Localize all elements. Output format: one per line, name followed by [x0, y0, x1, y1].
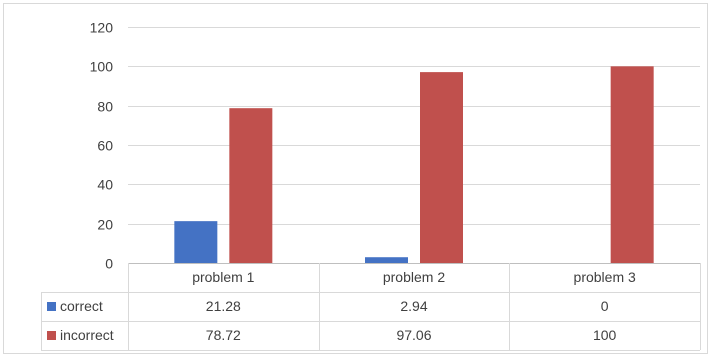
- gridlines: [128, 27, 700, 225]
- table-value: 97.06: [396, 327, 431, 343]
- category-label: problem 2: [383, 269, 445, 285]
- bar-incorrect-3: [610, 66, 654, 263]
- y-tick-label: 40: [97, 177, 113, 193]
- y-tick-label: 80: [97, 99, 113, 115]
- legend-swatch-incorrect: [47, 331, 56, 340]
- y-tick-label: 0: [105, 256, 113, 272]
- y-axis-ticks: 0 20 40 60 80 100 120: [90, 20, 114, 272]
- y-tick-label: 20: [97, 217, 113, 233]
- bar-incorrect-2: [420, 72, 463, 264]
- table-value: 21.28: [206, 298, 241, 314]
- y-tick-label: 60: [97, 138, 113, 154]
- chart-border: [3, 3, 708, 354]
- table-value: 100: [593, 327, 617, 343]
- bar-correct-1: [174, 221, 218, 263]
- data-table: problem 1 problem 2 problem 3 correct 21.28 2…: [41, 263, 701, 351]
- legend-swatch-correct: [47, 302, 56, 311]
- legend-label: correct: [60, 298, 103, 314]
- table-value: 78.72: [206, 327, 241, 343]
- category-label: problem 3: [574, 269, 636, 285]
- table-value: 0: [601, 298, 609, 314]
- y-tick-label: 120: [90, 20, 114, 36]
- legend-label: incorrect: [60, 327, 114, 343]
- bar-correct-2: [365, 257, 408, 263]
- bars: [174, 66, 654, 264]
- table-value: 2.94: [400, 298, 427, 314]
- y-tick-label: 100: [90, 59, 114, 75]
- category-label: problem 1: [192, 269, 254, 285]
- bar-incorrect-1: [229, 108, 273, 264]
